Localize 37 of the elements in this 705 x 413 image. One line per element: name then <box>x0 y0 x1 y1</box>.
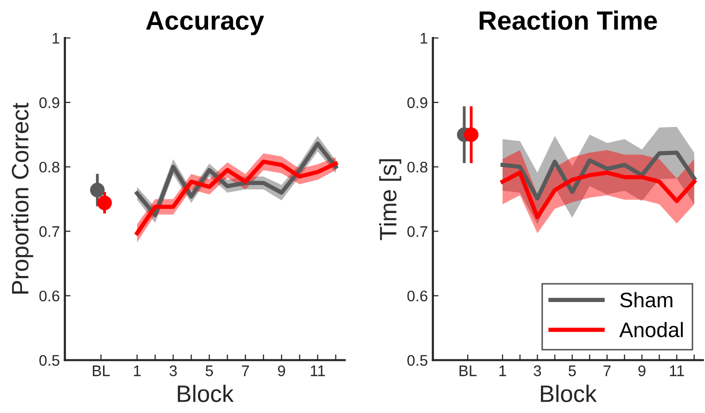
y-tick-label: 0.6 <box>39 290 60 302</box>
x-tick-label: 1 <box>134 366 141 376</box>
y-tick-label: 0.8 <box>407 162 428 173</box>
chart-title: Reaction Time <box>480 10 657 30</box>
legend-label: Sham <box>620 292 672 308</box>
x-tick-label: 9 <box>278 365 286 376</box>
x-tick-label: BL <box>92 366 110 376</box>
x-tick-label: 7 <box>604 366 611 376</box>
y-axis-title: Time [s] <box>379 159 402 240</box>
line-series <box>135 160 338 236</box>
y-tick-label: 0.7 <box>39 226 60 237</box>
line-series <box>500 150 696 201</box>
x-tick-label: 1 <box>499 366 506 376</box>
x-tick-label: 5 <box>568 366 576 376</box>
y-tick-label: 1 <box>420 33 428 44</box>
x-axis-title: Block <box>540 384 597 402</box>
line-series <box>500 170 696 220</box>
y-axis-title: Proportion Correct <box>11 102 34 294</box>
x-tick-label: 3 <box>170 365 177 376</box>
y-tick-label: 0.8 <box>39 162 60 173</box>
x-tick-label: 3 <box>534 365 541 376</box>
y-tick-label: 0.7 <box>407 226 428 237</box>
x-tick-label: 11 <box>670 366 684 376</box>
legend-label: Anodal <box>619 322 683 338</box>
y-tick-label: 0.5 <box>407 355 428 366</box>
y-tick-label: 0.9 <box>407 97 428 108</box>
x-tick-label: BL <box>460 366 477 376</box>
x-axis-title: Block <box>178 384 234 402</box>
y-tick-label: 1 <box>52 33 60 44</box>
y-tick-label: 0.6 <box>407 290 428 302</box>
x-tick-label: 9 <box>638 365 646 376</box>
x-tick-label: 11 <box>310 366 325 376</box>
x-tick-label: 7 <box>242 366 249 376</box>
x-tick-label: 5 <box>206 366 213 376</box>
chart-title: Accuracy <box>146 12 264 36</box>
y-tick-label: 0.9 <box>39 97 60 108</box>
y-tick-label: 0.5 <box>39 355 60 366</box>
